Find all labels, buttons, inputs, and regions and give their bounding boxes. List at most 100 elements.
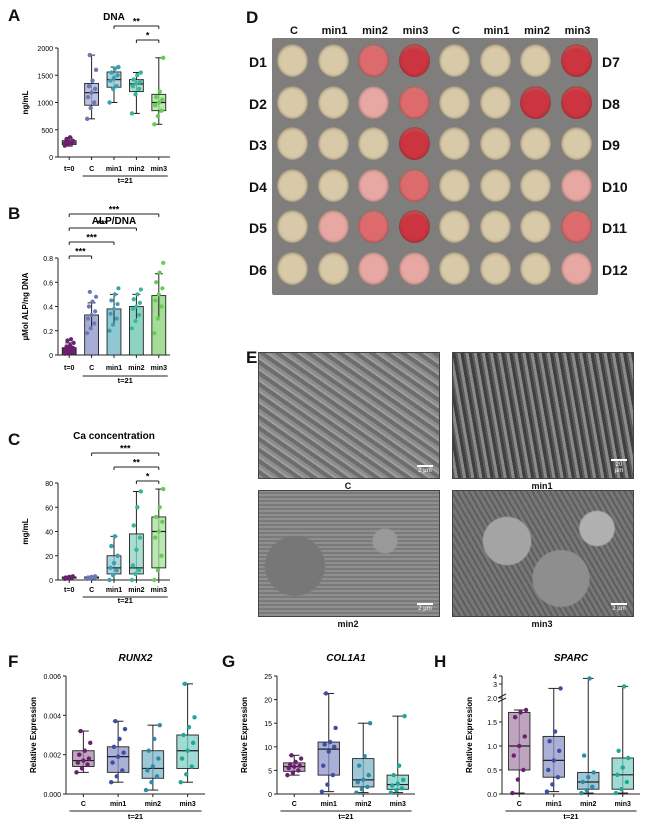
data-point	[85, 94, 91, 100]
box	[542, 735, 565, 778]
col1a1-chart: COL1A1 0 5 10 15 20 25 Relative Expression C min1…	[240, 653, 415, 821]
significance-label: ***	[109, 205, 120, 215]
plate-well	[398, 127, 430, 160]
plate-well	[358, 168, 389, 202]
plate-row-label-right: D10	[602, 178, 628, 195]
data-point	[354, 790, 359, 795]
x-tick-label: min3	[151, 166, 167, 173]
data-point	[391, 772, 396, 778]
x-tick-label: min2	[128, 166, 144, 173]
data-point	[136, 86, 142, 92]
y-axis-label: µMol ALP/ng DNA	[21, 272, 30, 340]
plate-well	[439, 251, 470, 285]
data-point	[108, 78, 113, 83]
plate-well	[439, 44, 470, 77]
data-point	[366, 772, 371, 778]
data-point	[75, 760, 81, 765]
x-tick-label: min1	[106, 365, 122, 372]
plate-well	[439, 85, 470, 119]
y-tick-label: 3	[493, 682, 497, 689]
data-point	[161, 260, 166, 265]
data-point	[157, 722, 162, 728]
y-tick-label: 0	[49, 155, 53, 162]
plate-well	[479, 44, 511, 77]
data-point	[159, 108, 164, 113]
x-tick-label: C	[81, 801, 86, 808]
data-point	[159, 553, 164, 558]
data-point	[396, 763, 402, 768]
data-point	[192, 715, 197, 720]
scale-bar: 2 µm	[611, 603, 627, 612]
plate-column-label: min3	[564, 25, 591, 37]
x-tick-label: min2	[128, 365, 144, 372]
data-point	[523, 707, 529, 713]
data-point	[64, 136, 69, 142]
data-point	[88, 105, 93, 111]
chart-title: DNA	[103, 12, 125, 23]
data-point	[133, 571, 138, 577]
data-point	[129, 111, 135, 116]
y-axis-label: Relative Expression	[29, 697, 38, 773]
data-point	[115, 754, 121, 759]
data-point	[155, 316, 161, 321]
y-tick-label: 0	[268, 792, 272, 799]
y-tick-label: 1000	[37, 101, 53, 108]
data-point	[114, 774, 119, 779]
data-point	[332, 744, 337, 749]
well-plate	[272, 38, 598, 295]
data-point	[63, 140, 68, 146]
data-point	[587, 676, 592, 681]
axis-break	[497, 693, 507, 699]
y-tick-label: 1500	[37, 73, 53, 80]
plate-row-label-right: D11	[602, 220, 627, 236]
sem-image-label: min2	[337, 619, 359, 629]
data-point	[67, 135, 73, 140]
data-point	[92, 321, 97, 326]
data-point	[108, 311, 113, 316]
y-tick-label: 4	[493, 674, 497, 681]
data-point	[117, 736, 122, 742]
data-point	[138, 70, 144, 75]
data-point	[107, 328, 112, 333]
data-point	[121, 750, 126, 755]
data-point	[67, 346, 72, 352]
data-point	[326, 749, 331, 754]
data-point	[137, 79, 143, 84]
plate-column-label: min1	[321, 25, 348, 37]
data-point	[70, 138, 75, 143]
data-point	[130, 306, 135, 312]
data-point	[92, 86, 98, 92]
plate-column-label: min1	[483, 25, 510, 37]
plate-well	[479, 168, 511, 202]
data-point	[69, 349, 74, 354]
plate-row-label-right: D7	[602, 54, 620, 70]
x-tick-label: min3	[179, 801, 195, 808]
x-tick-label: min1	[546, 801, 562, 808]
plate-well	[520, 44, 551, 77]
data-point	[85, 762, 90, 767]
scale-bar-label: 2 µm	[418, 606, 432, 612]
x-tick-label: min2	[355, 801, 371, 808]
data-point	[160, 97, 165, 102]
data-point	[109, 70, 114, 75]
box	[151, 516, 167, 569]
data-point	[325, 782, 330, 787]
data-point	[87, 52, 93, 58]
data-point	[90, 78, 95, 83]
data-point	[355, 780, 360, 785]
y-tick-label: 0.2	[43, 329, 53, 336]
data-point	[137, 300, 143, 305]
box	[508, 711, 531, 771]
data-point	[110, 760, 115, 765]
data-point	[298, 756, 304, 761]
data-point	[620, 765, 625, 770]
plate-well	[317, 44, 349, 77]
data-point	[86, 756, 92, 761]
data-point	[110, 86, 116, 92]
plate-well	[358, 85, 389, 119]
data-point	[78, 728, 83, 734]
y-axis-label: Relative Expression	[465, 697, 474, 773]
y-tick-label: 0.4	[43, 305, 53, 312]
data-point	[522, 734, 527, 739]
data-point	[89, 312, 94, 318]
